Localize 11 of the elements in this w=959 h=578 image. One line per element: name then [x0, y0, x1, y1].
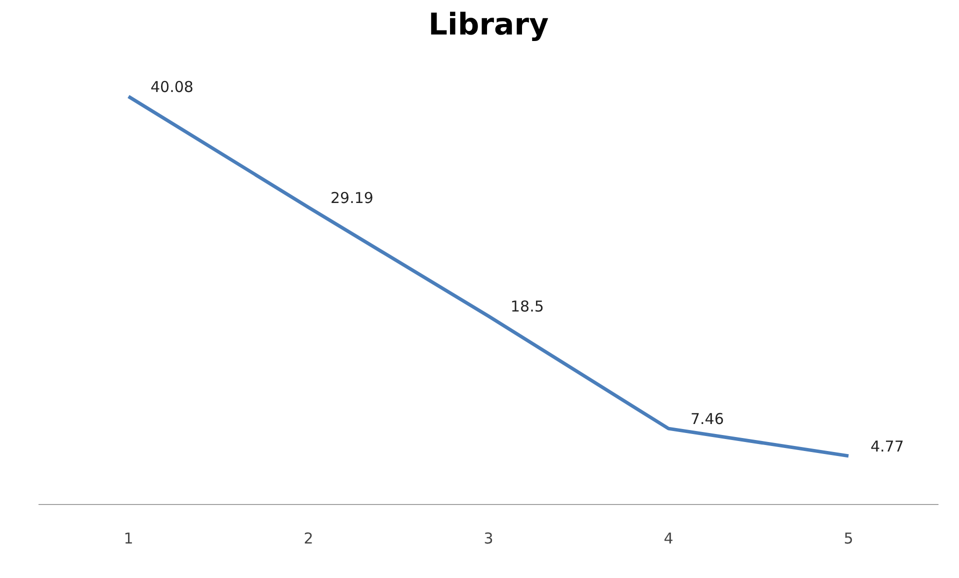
- x-tick-label: 4: [664, 530, 674, 548]
- x-tick-label: 3: [484, 530, 494, 548]
- data-label: 40.08: [150, 78, 194, 96]
- data-label: 4.77: [870, 437, 904, 456]
- data-label: 29.19: [330, 188, 374, 207]
- data-label: 7.46: [690, 410, 724, 428]
- x-tick-label: 2: [304, 530, 314, 548]
- data-label: 18.5: [510, 298, 544, 316]
- chart-title: Library: [428, 8, 550, 42]
- x-tick-label: 5: [844, 530, 854, 548]
- x-tick-label: 1: [124, 530, 134, 548]
